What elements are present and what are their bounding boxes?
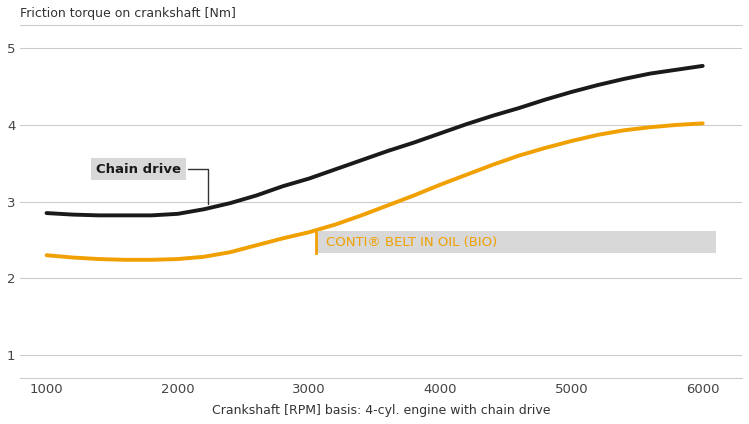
- Text: Chain drive: Chain drive: [96, 163, 208, 204]
- Text: Friction torque on crankshaft [Nm]: Friction torque on crankshaft [Nm]: [20, 7, 236, 20]
- Bar: [315, 232, 716, 253]
- X-axis label: Crankshaft [RPM] basis: 4-cyl. engine with chain drive: Crankshaft [RPM] basis: 4-cyl. engine wi…: [212, 404, 551, 417]
- Text: CONTI® BELT IN OIL (BIO): CONTI® BELT IN OIL (BIO): [326, 236, 497, 249]
